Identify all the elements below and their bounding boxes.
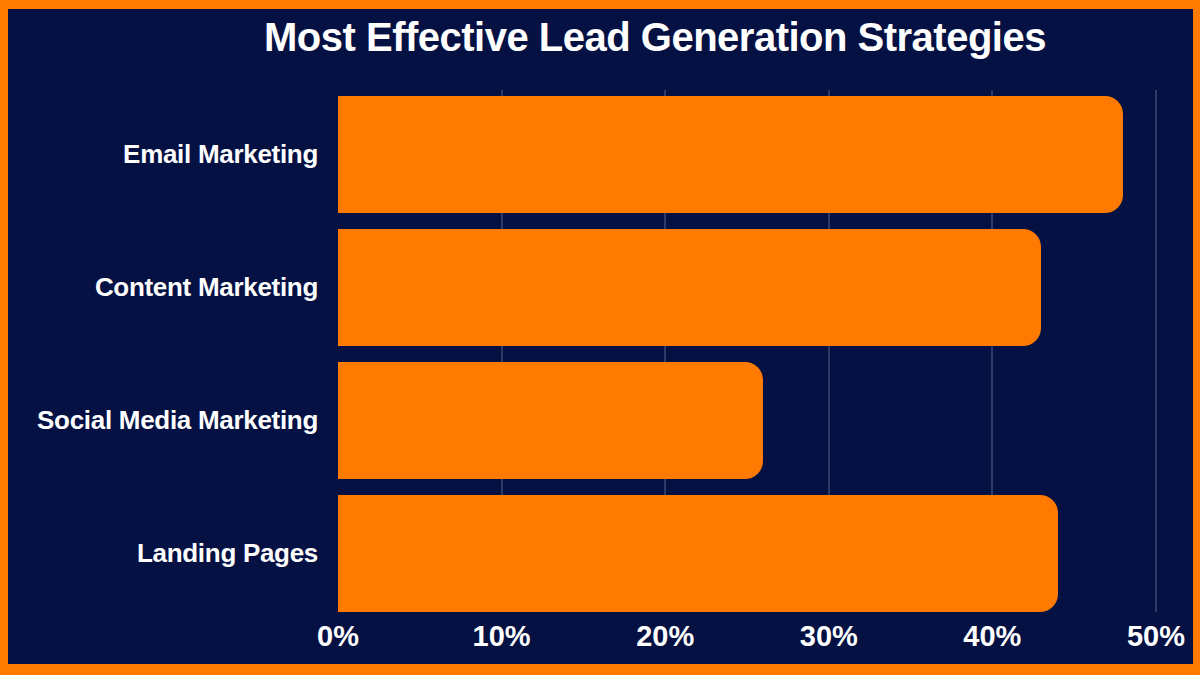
category-label-content-marketing: Content Marketing (0, 267, 318, 307)
x-tick-label-20: 20% (636, 616, 694, 656)
x-tick-label-0: 0% (317, 616, 359, 656)
chart-canvas: Most Effective Lead Generation Strategie… (0, 0, 1200, 675)
gridline-50 (1156, 90, 1157, 612)
plot-area (338, 90, 1156, 612)
category-label-email-marketing: Email Marketing (0, 134, 318, 174)
bar-landing-pages (338, 495, 1058, 612)
x-tick-label-30: 30% (800, 616, 858, 656)
x-tick-label-10: 10% (473, 616, 531, 656)
bar-content-marketing (338, 229, 1041, 346)
x-axis: 0% 10% 20% 30% 40% 50% (338, 616, 1156, 656)
category-label-landing-pages: Landing Pages (0, 533, 318, 573)
x-tick-label-50: 50% (1127, 616, 1185, 656)
x-tick-label-40: 40% (963, 616, 1021, 656)
category-label-social-media-marketing: Social Media Marketing (0, 400, 318, 440)
bar-email-marketing (338, 96, 1123, 213)
bar-social-media-marketing (338, 362, 763, 479)
chart-title: Most Effective Lead Generation Strategie… (55, 12, 1200, 62)
